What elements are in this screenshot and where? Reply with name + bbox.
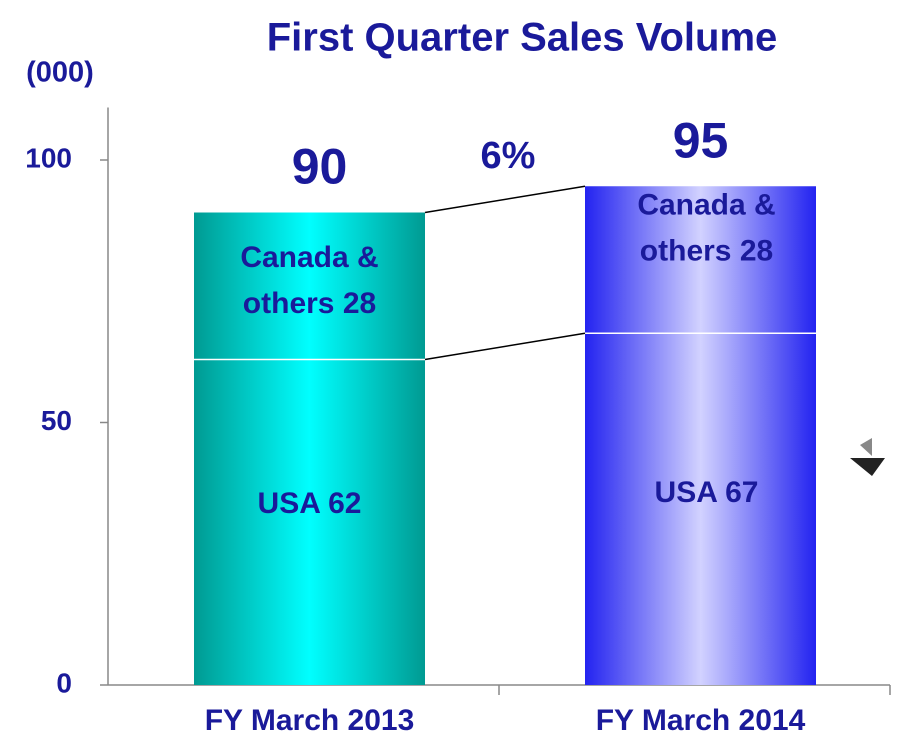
x-tick-label: FY March 2014 [596, 704, 806, 737]
y-tick-label: 0 [56, 667, 72, 698]
bar-segment [585, 333, 816, 685]
x-tick-label: FY March 2013 [205, 704, 415, 737]
segment-label: Canada & [240, 241, 378, 274]
connector-line [424, 332, 586, 361]
bar-segment [194, 359, 425, 685]
segment-label: USA 67 [655, 476, 759, 509]
bar-segment [585, 186, 816, 334]
segment-label: others 28 [243, 287, 376, 320]
y-axis-label: (000) [26, 57, 94, 89]
chart-title: First Quarter Sales Volume [267, 16, 778, 60]
total-label: 95 [673, 112, 729, 168]
segment-label: USA 62 [258, 487, 362, 520]
cursor-icon [860, 438, 872, 456]
segment-label: others 28 [640, 235, 773, 268]
segment-label: Canada & [637, 189, 775, 222]
bar-segment [194, 212, 425, 360]
growth-annotation: 6% [481, 135, 536, 177]
y-tick-label: 100 [25, 142, 72, 173]
cursor-icon [850, 458, 885, 476]
y-tick-label: 50 [41, 405, 72, 436]
connector-line [424, 185, 586, 214]
total-label: 90 [292, 139, 348, 195]
